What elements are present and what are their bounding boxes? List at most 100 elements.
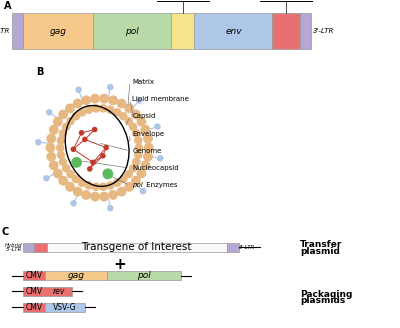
Circle shape — [72, 112, 80, 120]
Circle shape — [73, 99, 82, 109]
Circle shape — [136, 117, 146, 127]
Text: VSV-G: VSV-G — [53, 303, 77, 312]
Circle shape — [49, 125, 59, 135]
Circle shape — [62, 164, 70, 173]
Bar — [45, 271, 107, 280]
Circle shape — [65, 182, 75, 192]
Bar — [12, 13, 23, 49]
Circle shape — [81, 190, 91, 200]
Bar — [227, 243, 239, 252]
Circle shape — [87, 166, 92, 172]
Bar — [93, 13, 171, 49]
Text: Enzymes: Enzymes — [144, 182, 177, 188]
Circle shape — [144, 143, 154, 153]
Circle shape — [70, 146, 76, 152]
Circle shape — [49, 160, 59, 170]
Circle shape — [134, 151, 142, 159]
Bar — [107, 271, 181, 280]
Circle shape — [154, 123, 161, 130]
Text: CMV: CMV — [26, 303, 43, 312]
Circle shape — [106, 181, 115, 190]
Bar — [23, 13, 93, 49]
Circle shape — [129, 164, 137, 173]
Text: gag: gag — [68, 271, 85, 280]
Text: Envelope: Envelope — [132, 131, 164, 137]
Circle shape — [35, 139, 42, 146]
Text: plasmids: plasmids — [300, 296, 345, 305]
Circle shape — [113, 178, 122, 187]
Circle shape — [84, 181, 93, 190]
Circle shape — [140, 125, 150, 135]
Circle shape — [136, 169, 146, 178]
Circle shape — [99, 104, 108, 113]
Circle shape — [46, 152, 56, 162]
Circle shape — [90, 94, 100, 104]
Circle shape — [78, 178, 86, 187]
Circle shape — [71, 157, 82, 168]
Circle shape — [92, 127, 98, 132]
Circle shape — [65, 103, 75, 113]
Bar — [45, 302, 85, 312]
Circle shape — [132, 129, 140, 138]
Circle shape — [92, 182, 100, 191]
Circle shape — [81, 95, 91, 105]
Circle shape — [132, 157, 140, 166]
Circle shape — [100, 153, 106, 158]
Bar — [171, 13, 194, 49]
Circle shape — [124, 117, 133, 125]
Text: Lipid membrane: Lipid membrane — [132, 96, 189, 102]
Circle shape — [43, 175, 50, 182]
Circle shape — [58, 176, 68, 186]
Text: 3'-LTR: 3'-LTR — [239, 245, 255, 250]
Bar — [45, 287, 72, 296]
Bar — [300, 13, 311, 49]
Circle shape — [46, 133, 56, 143]
Bar — [272, 13, 300, 49]
Bar — [23, 302, 45, 312]
Circle shape — [124, 103, 134, 113]
Circle shape — [66, 170, 75, 178]
Circle shape — [57, 136, 65, 145]
Circle shape — [107, 205, 114, 212]
Circle shape — [136, 97, 142, 104]
Text: B: B — [36, 67, 43, 77]
Circle shape — [72, 175, 80, 183]
Circle shape — [84, 106, 93, 114]
Circle shape — [53, 169, 63, 178]
Circle shape — [124, 170, 133, 178]
Circle shape — [107, 84, 114, 90]
Circle shape — [58, 110, 68, 119]
Text: 3'-LTR: 3'-LTR — [313, 28, 334, 34]
Text: A: A — [4, 1, 12, 10]
Text: 5'-LTR: 5'-LTR — [0, 28, 10, 34]
Circle shape — [106, 106, 115, 114]
Circle shape — [79, 130, 84, 136]
Circle shape — [140, 160, 150, 170]
Circle shape — [62, 123, 70, 131]
Circle shape — [134, 136, 142, 145]
Circle shape — [46, 143, 55, 153]
Text: 5'-LTR: 5'-LTR — [6, 247, 22, 253]
Circle shape — [99, 94, 109, 104]
Bar — [194, 13, 272, 49]
Text: +: + — [114, 257, 126, 273]
Text: gag: gag — [50, 27, 67, 36]
Bar — [47, 243, 227, 252]
Text: rev: rev — [53, 287, 65, 296]
Bar — [34, 243, 47, 252]
Circle shape — [99, 192, 109, 201]
Text: plasmid: plasmid — [300, 247, 340, 256]
Text: Capsid: Capsid — [132, 113, 156, 119]
Bar — [23, 243, 34, 252]
Circle shape — [82, 136, 88, 142]
Text: C: C — [2, 227, 9, 237]
Circle shape — [90, 159, 96, 165]
Circle shape — [103, 145, 109, 150]
Circle shape — [56, 143, 64, 152]
Circle shape — [143, 152, 153, 162]
Bar — [23, 271, 45, 280]
Circle shape — [119, 112, 128, 120]
Circle shape — [157, 155, 164, 162]
Circle shape — [59, 157, 67, 166]
Circle shape — [140, 188, 146, 195]
